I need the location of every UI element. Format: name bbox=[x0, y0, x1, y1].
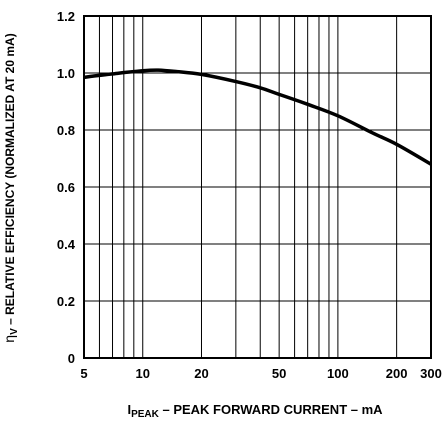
series-line-group bbox=[83, 68, 432, 166]
y-axis-label: ηV – RELATIVE EFFICIENCY (NORMALIZED AT … bbox=[1, 33, 20, 342]
x-tick-label: 10 bbox=[136, 366, 150, 381]
x-tick-label: 20 bbox=[194, 366, 208, 381]
x-tick-label: 300 bbox=[420, 366, 442, 381]
y-tick-label: 0.2 bbox=[57, 294, 75, 309]
series-line bbox=[83, 68, 432, 166]
x-axis-label-symbol: I bbox=[127, 402, 131, 417]
x-tick-label: 5 bbox=[80, 366, 87, 381]
y-axis-label-symbol: η bbox=[1, 335, 17, 343]
x-tick-label: 200 bbox=[386, 366, 408, 381]
y-tick-label: 0 bbox=[68, 351, 75, 366]
x-axis-label-subscript: PEAK bbox=[131, 409, 160, 420]
y-tick-label: 0.4 bbox=[57, 237, 76, 252]
y-axis-label-subscript: V bbox=[9, 328, 20, 335]
x-tick-label: 100 bbox=[327, 366, 349, 381]
y-axis-label-text: – RELATIVE EFFICIENCY (NORMALIZED AT 20 … bbox=[3, 33, 17, 328]
y-tick-label: 1.0 bbox=[57, 66, 75, 81]
y-tick-label: 0.6 bbox=[57, 180, 75, 195]
y-tick-label: 0.8 bbox=[57, 123, 75, 138]
x-axis-label-text: – PEAK FORWARD CURRENT – mA bbox=[159, 402, 383, 417]
grid-lines bbox=[83, 16, 432, 358]
tick-labels: 5 10 20 50 100 200 300 0 0.2 0.4 0.6 0.8 1.0 1.2 bbox=[57, 9, 442, 381]
y-tick-label: 1.2 bbox=[57, 9, 75, 24]
x-tick-label: 50 bbox=[272, 366, 286, 381]
plot-frame bbox=[83, 15, 432, 359]
x-axis-label: IPEAK – PEAK FORWARD CURRENT – mA bbox=[127, 402, 383, 420]
